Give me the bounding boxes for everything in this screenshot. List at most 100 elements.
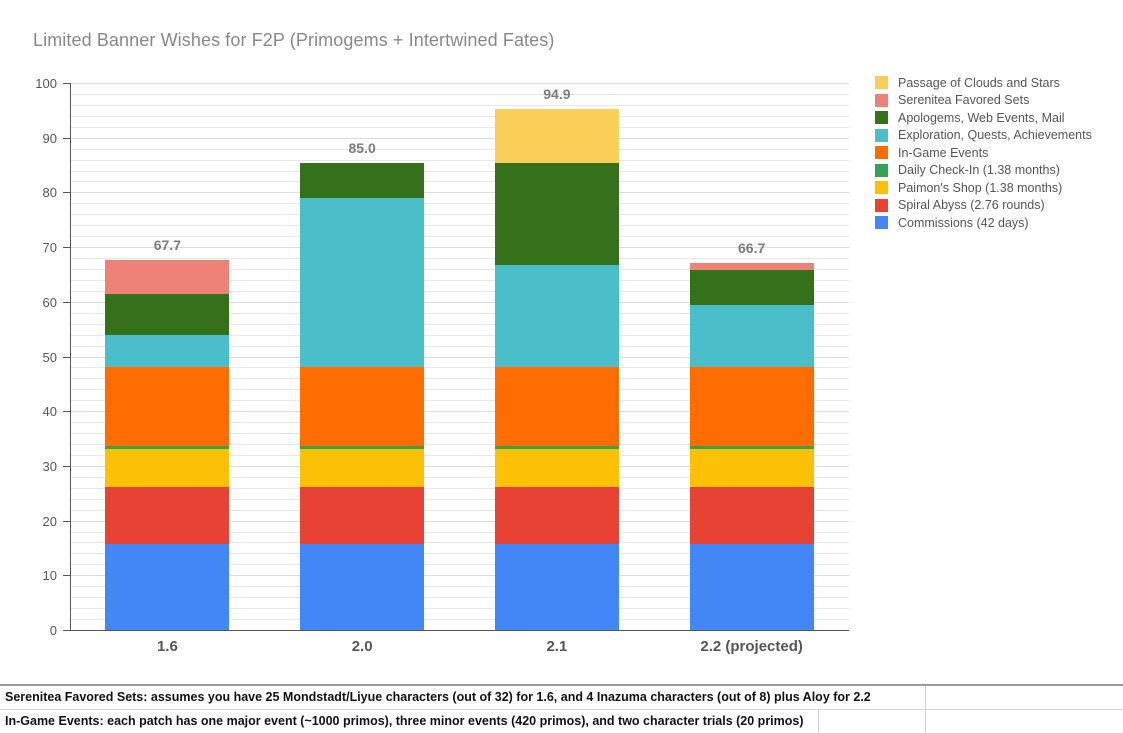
gridline-major: [70, 192, 849, 194]
stacked-bar[interactable]: [105, 83, 230, 630]
stacked-bar[interactable]: [689, 83, 814, 630]
x-axis-tick-label: 2.2 (projected): [700, 638, 803, 655]
y-axis-labels: 0 10 20 30 40 50 60 70 80 90 100: [0, 0, 60, 734]
y-axis-tick-label: 90: [42, 130, 57, 146]
bar-segment[interactable]: [494, 162, 619, 266]
gridline-minor: [70, 170, 849, 172]
bar-segment[interactable]: [300, 366, 425, 446]
gridline-minor: [70, 236, 849, 238]
bar-segment[interactable]: [689, 305, 814, 367]
bar-segment[interactable]: [105, 259, 230, 294]
bar-segment[interactable]: [689, 445, 814, 449]
bar-segment[interactable]: [105, 448, 230, 487]
legend-item[interactable]: Paimon's Shop (1.38 months): [875, 179, 1123, 197]
chart-card: Limited Banner Wishes for F2P (Primogems…: [33, 30, 1123, 655]
gridline-minor: [70, 619, 849, 621]
bar-segment[interactable]: [494, 448, 619, 487]
bar-segment[interactable]: [105, 544, 230, 630]
chart-title: Limited Banner Wishes for F2P (Primogems…: [33, 30, 555, 50]
legend-item[interactable]: Passage of Clouds and Stars: [875, 74, 1123, 92]
bar-segment[interactable]: [689, 270, 814, 306]
bar-segment[interactable]: [105, 293, 230, 335]
y-axis-tick-mark: [63, 465, 71, 467]
bar-segment[interactable]: [105, 445, 230, 449]
gridline-minor: [70, 258, 849, 260]
legend-item-label: Apologems, Web Events, Mail: [898, 110, 1065, 125]
bar-group[interactable]: [300, 83, 425, 630]
gridline-major: [70, 83, 849, 84]
gridline-minor: [70, 400, 849, 402]
gridline-minor: [70, 422, 849, 424]
y-axis-tick-mark: [63, 137, 71, 139]
bar-segment[interactable]: [689, 486, 814, 545]
gridline-minor: [70, 367, 849, 369]
gridline-minor: [70, 214, 849, 216]
gridline-major: [70, 575, 849, 577]
x-axis-tick-label: 2.0: [351, 638, 373, 655]
bar-group[interactable]: [689, 83, 814, 630]
y-axis-tick-label: 100: [35, 76, 57, 91]
gridline-minor: [70, 389, 849, 391]
gridline-minor: [70, 531, 849, 533]
gridline-minor: [70, 553, 849, 555]
gridline-minor: [70, 93, 849, 95]
x-axis-tick-label: 1.6: [156, 638, 178, 655]
legend-item[interactable]: In-Game Events: [875, 144, 1123, 162]
bar-segment[interactable]: [300, 544, 425, 630]
bar-segment[interactable]: [689, 366, 814, 446]
bar-group[interactable]: [105, 83, 230, 630]
bar-total-label: 66.7: [738, 239, 766, 256]
bar-segment[interactable]: [300, 198, 425, 367]
gridline-major: [70, 411, 849, 413]
gridline-minor: [70, 597, 849, 599]
legend-item-label: Exploration, Quests, Achievements: [898, 128, 1092, 143]
bar-group[interactable]: [494, 83, 619, 630]
bar-segment[interactable]: [494, 265, 619, 367]
gridline-minor: [70, 487, 849, 489]
bar-total-label: 67.7: [153, 236, 181, 253]
gridline-minor: [70, 104, 849, 106]
gridline-minor: [70, 312, 849, 314]
bar-segment[interactable]: [689, 448, 814, 487]
bar-segment[interactable]: [300, 162, 425, 199]
legend-item[interactable]: Apologems, Web Events, Mail: [875, 109, 1123, 127]
y-axis-tick-mark: [63, 301, 71, 303]
gridline-minor: [70, 378, 849, 380]
gridline-minor: [70, 454, 849, 456]
footnote-grid: Serenitea Favored Sets: assumes you have…: [0, 684, 1123, 734]
gridline-minor: [70, 181, 849, 183]
bar-segment[interactable]: [300, 448, 425, 487]
bar-segment[interactable]: [300, 486, 425, 545]
legend-item-label: Daily Check-In (1.38 months): [898, 163, 1060, 178]
x-axis-line: [70, 630, 849, 631]
gridline-minor: [70, 268, 849, 270]
legend-color-swatch-icon: [875, 111, 888, 125]
bar-segment[interactable]: [105, 334, 230, 367]
bar-segment[interactable]: [689, 544, 814, 630]
bar-segment[interactable]: [494, 486, 619, 545]
legend-item[interactable]: Exploration, Quests, Achievements: [875, 127, 1123, 145]
gridline-minor: [70, 564, 849, 566]
y-axis-tick-label: 10: [42, 568, 57, 584]
bar-segment[interactable]: [494, 108, 619, 163]
bar-segment[interactable]: [105, 486, 230, 545]
legend-item-label: Paimon's Shop (1.38 months): [898, 180, 1063, 195]
legend-item[interactable]: Commissions (42 days): [875, 214, 1123, 232]
bar-segment[interactable]: [494, 445, 619, 449]
bar-segment[interactable]: [494, 544, 619, 630]
cell-divider: [818, 710, 819, 733]
stacked-bar[interactable]: [300, 83, 425, 630]
bar-segment[interactable]: [300, 445, 425, 449]
legend-item[interactable]: Daily Check-In (1.38 months): [875, 162, 1123, 180]
y-axis-tick-label: 60: [42, 294, 57, 310]
stacked-bar[interactable]: [494, 83, 619, 630]
y-axis-tick-mark: [63, 83, 71, 84]
bar-segment[interactable]: [689, 262, 814, 271]
gridline-minor: [70, 323, 849, 325]
legend-color-swatch-icon: [875, 216, 888, 230]
legend-item[interactable]: Serenitea Favored Sets: [875, 92, 1123, 110]
legend-item[interactable]: Spiral Abyss (2.76 rounds): [875, 197, 1123, 215]
bar-segment[interactable]: [494, 366, 619, 446]
bar-segment[interactable]: [105, 366, 230, 446]
y-axis-tick-mark: [63, 520, 71, 522]
